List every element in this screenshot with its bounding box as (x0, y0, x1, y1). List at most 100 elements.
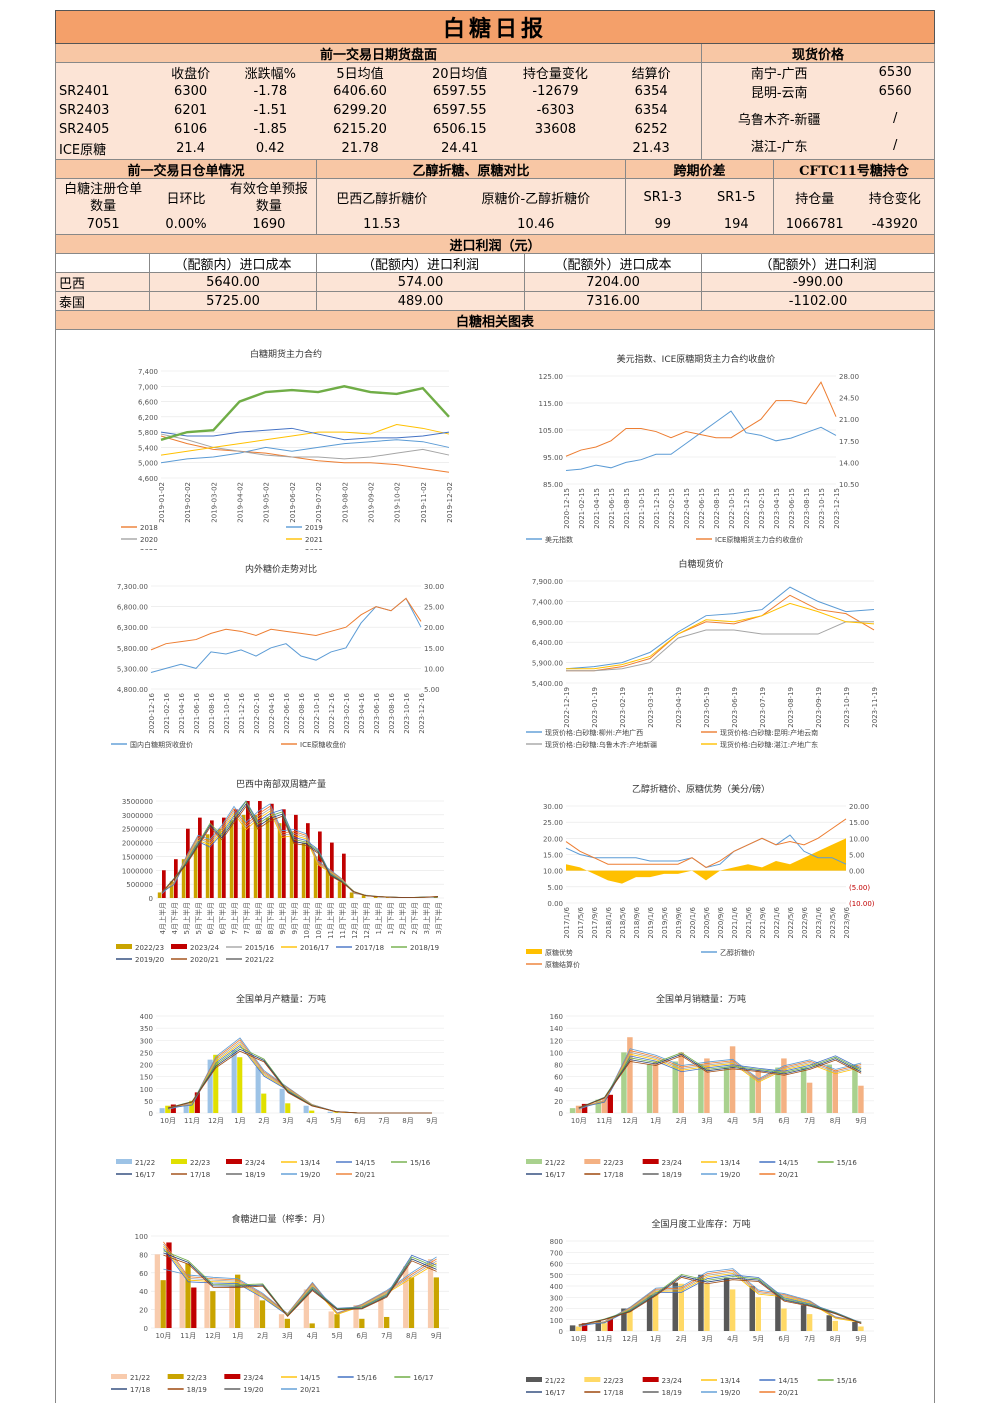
x-tick-label: 2023-12-16 (418, 692, 426, 733)
spot-location: 南宁-广西 (702, 63, 856, 82)
legend-label: 22/23 (603, 1159, 623, 1167)
legend-label: 原糖优势 (545, 948, 573, 957)
chart-svg: 白糖现货价7,900.007,400.006,900.006,400.005,9… (516, 555, 886, 755)
y-tick-label: 1500000 (122, 853, 153, 861)
futures-value: 6300 (151, 82, 231, 101)
legend-label: 2020 (140, 536, 158, 544)
bar-mark (775, 1295, 780, 1331)
y-tick-label: 300 (140, 1037, 153, 1045)
x-tick-label: 5月下半月 (194, 902, 203, 934)
legend-label: 19/20 (300, 1171, 320, 1179)
chart-title: 内外糖价走势对比 (245, 563, 317, 575)
x-tick-label: 2020-12-15 (563, 488, 571, 529)
charts-title: 白糖相关图表 (55, 311, 935, 330)
y-tick-label: 0 (559, 1328, 563, 1336)
legend-label: 15/16 (410, 1159, 431, 1167)
x-tick-label: 2023-02-16 (343, 692, 351, 733)
futures-header-cell: 20日均值 (410, 63, 510, 82)
chart-svg: 巴西中南部双周糖产量350000030000002500000200000015… (106, 775, 456, 970)
x-tick-label: 7月 (381, 1332, 392, 1340)
x-tick-label: 6月 (778, 1117, 789, 1125)
y-tick-label: 10.00 (543, 868, 563, 876)
bar-mark (328, 1112, 333, 1113)
legend-label: 21/22 (545, 1377, 565, 1385)
bar-mark (280, 1089, 285, 1113)
y-right-tick-label: 5.00 (849, 852, 865, 860)
x-tick-label: 2021/1/6 (731, 906, 739, 938)
futures-contract-label: SR2401 (56, 82, 151, 101)
bar-mark (338, 881, 342, 898)
x-tick-label: 2018/9/6 (633, 906, 641, 938)
futures-header-cell: 5日均值 (310, 63, 410, 82)
trend-line (162, 801, 438, 898)
x-tick-label: 2019-01-02 (158, 482, 166, 523)
bar-mark (827, 1315, 832, 1331)
legend-label: 14/15 (300, 1374, 320, 1382)
spot-section-title: 现货价格 (702, 44, 934, 63)
bar-mark (158, 892, 162, 898)
legend-label: 18/19 (187, 1386, 207, 1394)
x-tick-label: 2023-06-16 (373, 692, 381, 733)
futures-value: 24.41 (410, 139, 510, 158)
legend-label: 美元指数 (545, 535, 573, 544)
spot-row: 乌鲁木齐-新疆/ (702, 101, 934, 136)
futures-value: -6303 (510, 101, 602, 120)
chart-title: 全国月度工业库存：万吨 (651, 1218, 750, 1230)
y-tick-label: 40 (554, 1086, 563, 1094)
bar-mark (155, 1254, 160, 1328)
series-line (566, 622, 874, 671)
bar-mark (730, 1046, 735, 1113)
legend-label: 14/15 (778, 1377, 798, 1385)
y-tick-label: 20 (554, 1098, 563, 1106)
y-tick-label: 60 (554, 1074, 563, 1082)
bar-mark (279, 1314, 284, 1328)
legend-label: 22/23 (190, 1159, 210, 1167)
y-right-tick-label: 14.00 (839, 459, 859, 467)
y-tick-label: 3000000 (122, 812, 153, 820)
import-header-cell: （配额外）进口利润 (702, 254, 935, 273)
import-header-cell: （配额外）进口成本 (525, 254, 702, 273)
trend-line (579, 1277, 861, 1325)
y-tick-label: 50 (144, 1098, 153, 1106)
x-tick-label: 2017/9/6 (591, 906, 599, 938)
x-tick-label: 8月 (830, 1117, 841, 1125)
bar-mark (256, 1067, 261, 1113)
warehouse-dod-label: 日环比 (150, 179, 221, 216)
y-tick-label: 600 (550, 1261, 563, 1269)
x-tick-label: 2023-02-19 (619, 687, 627, 728)
bar-mark (570, 1108, 575, 1113)
bar-mark (750, 1075, 755, 1113)
legend-label: 2022 (140, 548, 158, 550)
x-tick-label: 2017/1/6 (563, 906, 571, 938)
cftc-section: CFTC11号糖持仓 持仓量 持仓变化 1066781 -43920 (774, 160, 935, 235)
legend-swatch (584, 1377, 600, 1382)
spread-title: 跨期价差 (626, 160, 773, 179)
x-tick-label: 2019-08-02 (341, 482, 349, 523)
y-tick-label: 25.00 (543, 819, 563, 827)
bar-mark (704, 1284, 709, 1331)
futures-value: 6201 (151, 101, 231, 120)
x-tick-label: 2月 (676, 1117, 687, 1125)
x-tick-label: 2019/1/6 (647, 906, 655, 938)
futures-header-cell (56, 63, 151, 82)
legend-label: 原糖结算价 (545, 960, 580, 969)
legend-label: 16/17 (545, 1389, 565, 1397)
y-tick-label: 115.00 (539, 400, 564, 408)
x-tick-label: 2023-03-19 (647, 687, 655, 728)
x-tick-label: 9月 (855, 1335, 866, 1343)
legend-label: 23/24 (245, 1159, 266, 1167)
legend-label: 21/22 (545, 1159, 565, 1167)
import-value: 574.00 (317, 273, 525, 292)
import-country: 泰国 (55, 292, 150, 311)
trend-line (579, 1269, 861, 1327)
bar-mark (191, 1288, 196, 1328)
legend-label: 2022/23 (135, 944, 164, 952)
x-tick-label: 7月上半月 (230, 902, 239, 934)
